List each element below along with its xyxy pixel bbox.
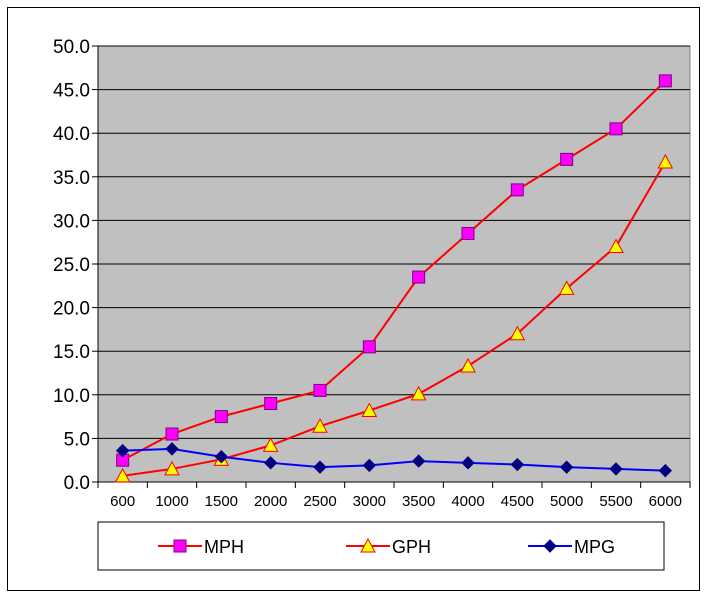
data-point-mph xyxy=(510,183,524,197)
x-tick-label: 4000 xyxy=(451,493,484,510)
legend: MPH GPH MPG xyxy=(97,521,665,571)
series-line-gph xyxy=(122,161,667,477)
data-point-gph xyxy=(361,402,378,417)
y-tick-label: 30.0 xyxy=(53,211,90,232)
data-point-mpg xyxy=(313,460,327,474)
data-point-gph xyxy=(312,418,328,433)
y-tick-label: 15.0 xyxy=(53,342,90,363)
y-tick-label: 45.0 xyxy=(53,81,90,102)
data-point-mph xyxy=(214,410,228,424)
x-tick-label: 1000 xyxy=(155,493,188,510)
data-point-mph xyxy=(264,397,278,411)
legend-marker-mph xyxy=(173,539,187,553)
legend-marker-mpg xyxy=(543,539,557,553)
data-point-mph xyxy=(313,383,327,397)
x-tick-label: 5000 xyxy=(550,493,583,510)
series-line-mpg xyxy=(122,447,666,472)
y-tick-label: 5.0 xyxy=(64,429,90,450)
x-tick-label: 6000 xyxy=(649,493,682,510)
legend-entry-mpg: MPG xyxy=(528,537,615,557)
data-point-mpg xyxy=(559,460,574,474)
data-point-gph xyxy=(460,357,476,373)
gridlines xyxy=(98,45,690,439)
y-tick-label: 20.0 xyxy=(53,299,90,320)
x-tick-label: 1500 xyxy=(205,493,238,510)
data-point-gph xyxy=(657,153,674,169)
data-point-gph xyxy=(410,385,427,401)
data-point-gph xyxy=(608,238,624,254)
data-point-mph xyxy=(461,226,475,240)
data-point-mpg xyxy=(609,462,623,476)
data-point-mph xyxy=(412,270,426,284)
data-point-mpg xyxy=(461,456,475,470)
data-point-mpg xyxy=(411,454,426,468)
data-point-mpg xyxy=(165,442,179,456)
series-line-mph xyxy=(122,80,667,462)
legend-entry-mph: MPH xyxy=(158,537,244,557)
data-point-mpg xyxy=(510,457,525,472)
data-point-mph xyxy=(165,427,179,441)
data-point-gph xyxy=(164,460,180,476)
data-point-mph xyxy=(362,340,376,354)
data-point-mph xyxy=(609,122,623,136)
legend-label-mph: MPH xyxy=(204,537,244,557)
x-tick-label: 600 xyxy=(110,493,135,510)
y-tick-label: 10.0 xyxy=(53,386,90,407)
y-tick-label: 50.0 xyxy=(53,37,90,58)
legend-marker-gph xyxy=(360,537,376,553)
legend-entry-gph: GPH xyxy=(346,537,431,557)
y-tick-label: 25.0 xyxy=(53,255,90,276)
data-point-gph xyxy=(262,437,279,452)
data-point-mph xyxy=(560,152,574,166)
legend-label-gph: GPH xyxy=(392,537,431,557)
y-tick-label: 40.0 xyxy=(53,124,90,145)
series-gph xyxy=(114,153,674,483)
series-mpg xyxy=(115,442,673,478)
y-tick-label: 0.0 xyxy=(64,473,90,494)
data-point-gph xyxy=(114,467,131,483)
data-point-mpg xyxy=(362,458,377,473)
data-point-mph xyxy=(658,74,672,88)
x-tick-label: 2500 xyxy=(303,493,336,510)
data-point-mpg xyxy=(263,456,278,470)
x-tick-label: 4500 xyxy=(501,493,534,510)
x-tick-label: 5500 xyxy=(599,493,632,510)
data-point-mpg xyxy=(214,450,229,464)
y-tick-label: 35.0 xyxy=(53,168,90,189)
legend-label-mpg: MPG xyxy=(574,537,615,557)
data-point-gph xyxy=(558,280,575,295)
series-mph xyxy=(116,74,672,467)
x-tick-label: 3500 xyxy=(402,493,435,510)
data-point-gph xyxy=(509,325,526,341)
x-tick-label: 2000 xyxy=(254,493,287,510)
x-tick-label: 3000 xyxy=(353,493,386,510)
data-point-mpg xyxy=(115,443,130,458)
data-point-mpg xyxy=(658,463,673,478)
